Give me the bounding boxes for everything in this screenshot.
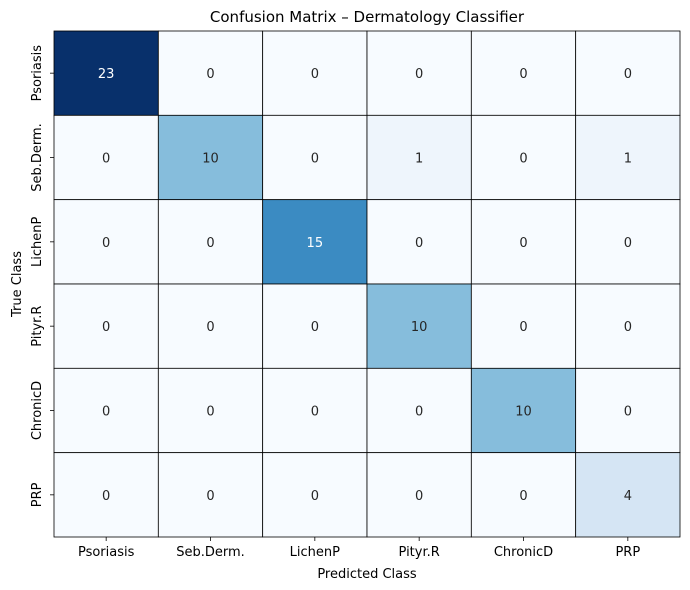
cell-value-label: 0 <box>206 489 214 504</box>
heatmap-cell <box>157 30 264 116</box>
y-axis-label: True Class <box>10 251 25 318</box>
x-tick-label: Pityr.R <box>399 545 440 560</box>
cell-value-label: 0 <box>519 236 527 251</box>
cell-value-label: 0 <box>102 489 110 504</box>
cell-value-label: 0 <box>102 152 110 167</box>
heatmap-cell <box>470 199 577 285</box>
y-tick-label: ChronicD <box>30 381 45 440</box>
heatmap-cell <box>575 114 681 201</box>
cell-value-label: 10 <box>515 405 532 420</box>
heatmap-cell <box>262 283 368 369</box>
cell-value-label: 0 <box>624 320 632 335</box>
cell-value-labels: 23 0 0 0 0 00 10 0 1 0 10 0 15 0 0 00 0 0 10 0 00 0 0 0 10 00 0 0 0 0… <box>98 67 632 504</box>
cell-value-label: 0 <box>206 320 214 335</box>
x-tick-label: Psoriasis <box>78 545 135 560</box>
y-tick-label: LichenP <box>30 217 45 267</box>
heatmap-cell <box>470 367 577 454</box>
heatmap-cell <box>366 283 472 369</box>
cell-value-label: 0 <box>624 67 632 82</box>
cell-value-label: 4 <box>624 489 632 504</box>
cell-value-label: 0 <box>311 405 319 420</box>
heatmap-cell <box>262 367 368 454</box>
heatmap-cell <box>575 30 681 116</box>
heatmap-cell <box>53 30 159 116</box>
heatmap-cell <box>53 452 159 538</box>
cell-value-label: 0 <box>519 320 527 335</box>
cell-value-label: 23 <box>98 67 115 82</box>
cell-value-label: 0 <box>311 320 319 335</box>
heatmap-cell <box>470 283 577 369</box>
heatmap-cell <box>366 30 472 116</box>
heatmap-cell <box>575 452 681 538</box>
x-axis-label: Predicted Class <box>317 567 417 582</box>
x-axis-ticks: Psoriasis Seb.Derm. LichenP Pityr.R ChronicD… <box>78 537 640 560</box>
heatmap-cell <box>575 367 681 454</box>
y-tick-label: Seb.Derm. <box>30 123 45 192</box>
heatmap-cell <box>53 283 159 369</box>
heatmap-cell <box>366 199 472 285</box>
cell-value-label: 0 <box>415 405 423 420</box>
heatmap-cells <box>53 30 681 538</box>
cell-value-label: 0 <box>206 67 214 82</box>
cell-value-label: 0 <box>102 320 110 335</box>
x-tick-label: ChronicD <box>494 545 553 560</box>
cell-value-label: 0 <box>206 236 214 251</box>
cell-value-label: 0 <box>519 489 527 504</box>
heatmap-cell <box>262 199 368 285</box>
x-tick-label: PRP <box>615 545 640 560</box>
heatmap-cell <box>53 199 159 285</box>
cell-value-label: 1 <box>415 152 423 167</box>
cell-value-label: 0 <box>311 67 319 82</box>
cell-value-label: 0 <box>415 236 423 251</box>
x-tick-label: Seb.Derm. <box>176 545 245 560</box>
cell-value-label: 10 <box>411 320 428 335</box>
cell-value-label: 0 <box>624 405 632 420</box>
y-tick-label: PRP <box>30 482 45 507</box>
heatmap-cell <box>575 199 681 285</box>
cell-value-label: 0 <box>415 67 423 82</box>
y-axis-ticks: Psoriasis Seb.Derm. LichenP Pityr.R ChronicD… <box>30 45 54 507</box>
cell-value-label: 0 <box>206 405 214 420</box>
heatmap-cell <box>157 114 264 201</box>
heatmap-cell <box>575 283 681 369</box>
cell-value-label: 1 <box>624 152 632 167</box>
chart-title: Confusion Matrix – Dermatology Classifie… <box>210 8 525 26</box>
cell-value-label: 0 <box>102 405 110 420</box>
heatmap-cell <box>53 367 159 454</box>
cell-value-label: 0 <box>311 152 319 167</box>
heatmap-cell <box>366 114 472 201</box>
cell-value-label: 0 <box>415 489 423 504</box>
heatmap-cell <box>157 283 264 369</box>
heatmap-cell <box>470 30 577 116</box>
heatmap-cell <box>262 30 368 116</box>
cell-value-label: 15 <box>307 236 324 251</box>
y-tick-label: Pityr.R <box>30 306 45 347</box>
y-tick-label: Psoriasis <box>30 45 45 102</box>
x-tick-label: LichenP <box>290 545 340 560</box>
heatmap-cell <box>470 452 577 538</box>
cell-value-label: 0 <box>624 236 632 251</box>
cell-value-label: 10 <box>202 152 219 167</box>
cell-value-label: 0 <box>519 67 527 82</box>
heatmap-cell <box>366 367 472 454</box>
cell-value-label: 0 <box>311 489 319 504</box>
heatmap-cell <box>157 199 264 285</box>
cell-value-label: 0 <box>102 236 110 251</box>
cell-value-label: 0 <box>519 152 527 167</box>
